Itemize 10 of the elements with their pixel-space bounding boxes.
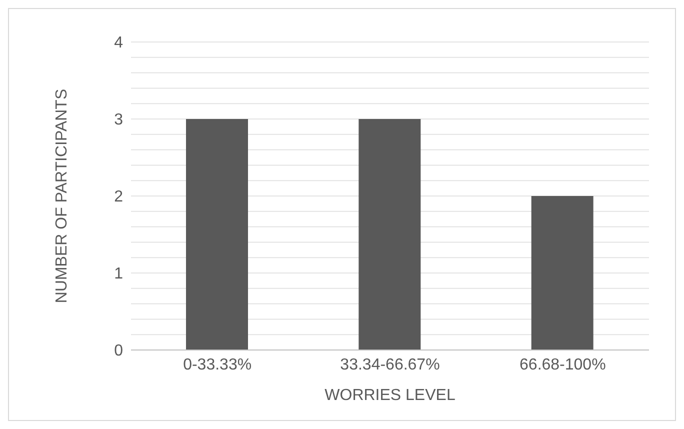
y-tick-label: 2 [114, 188, 124, 206]
x-tick-label: 33.34-66.67% [340, 356, 440, 374]
y-axis-title: NUMBER OF PARTICIPANTS [54, 88, 71, 304]
x-axis-title: WORRIES LEVEL [324, 387, 456, 404]
y-tick-label: 4 [114, 34, 124, 52]
y-tick-label: 3 [114, 112, 124, 129]
y-tick-label: 0 [114, 342, 124, 360]
x-tick-label: 66.68-100% [520, 356, 606, 374]
x-tick-label: 0-33.33% [183, 356, 252, 374]
y-tick-label: 1 [114, 266, 124, 283]
